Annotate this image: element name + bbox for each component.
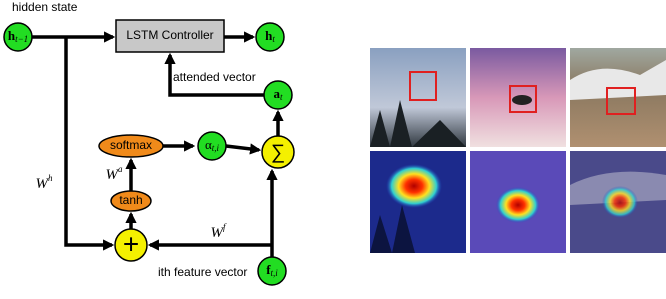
feature-label: ith feature vector — [158, 265, 247, 279]
heat — [386, 164, 442, 208]
superscript: f — [223, 222, 227, 232]
sum-label: ∑ — [271, 141, 285, 163]
subscript: t,i — [212, 143, 220, 153]
figure: LSTM Controller hidden state attended ve… — [0, 0, 666, 299]
tanh-label: tanh — [119, 193, 142, 207]
heat — [496, 187, 540, 223]
heat — [602, 186, 638, 218]
math-label: Wf — [210, 222, 227, 241]
subscript: t−1 — [15, 34, 28, 44]
diagram: LSTM Controller hidden state attended ve… — [4, 0, 294, 285]
math-label: Wa — [106, 164, 124, 183]
arrow — [226, 146, 259, 150]
hidden-state-label: hidden state — [12, 0, 78, 14]
superscript: h — [48, 173, 53, 183]
subscript: t,i — [271, 268, 279, 278]
plus-label: + — [123, 228, 139, 259]
lstm-label: LSTM Controller — [126, 28, 213, 42]
attended-label: attended vector — [173, 70, 256, 84]
softmax-label: softmax — [110, 138, 152, 152]
math-label: Wh — [36, 173, 54, 192]
photo-detail — [512, 95, 532, 105]
superscript: a — [118, 164, 123, 174]
image-grid — [370, 48, 666, 253]
